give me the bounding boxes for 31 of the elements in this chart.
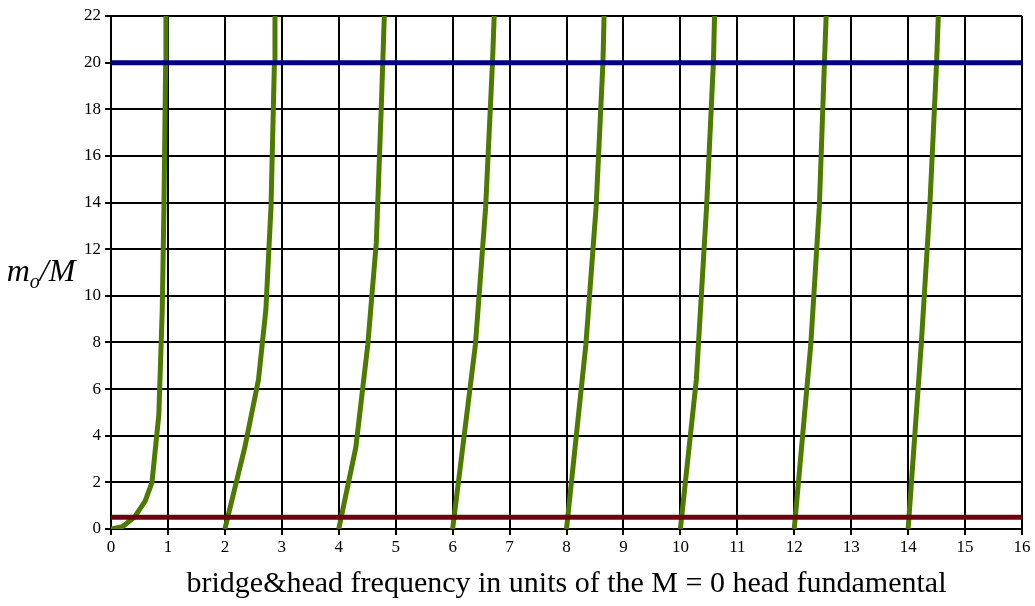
- x-tick-label: 14: [899, 536, 918, 556]
- x-tick-label: 8: [562, 536, 571, 556]
- x-tick-label: 6: [448, 536, 457, 556]
- x-tick-label: 3: [277, 536, 287, 556]
- x-tick-label: 5: [391, 536, 400, 556]
- y-tick-label: 22: [84, 5, 101, 25]
- x-tick-label: 9: [619, 536, 628, 556]
- x-tick-label: 11: [729, 536, 746, 556]
- x-tick-label: 13: [842, 536, 860, 556]
- x-tick-label: 7: [505, 536, 515, 556]
- y-axis-title: m$_{o}$/M: [5, 252, 78, 294]
- y-tick-label: 2: [92, 471, 101, 491]
- x-tick-label: 10: [671, 536, 689, 556]
- x-axis-title: bridge&head frequency in units of the M = 0 head fundamental: [186, 564, 947, 598]
- y-tick-label: 8: [92, 331, 101, 351]
- x-tick-label: 0: [106, 536, 116, 556]
- x-tick-label: 1: [163, 536, 173, 556]
- x-tick-label: 4: [334, 536, 344, 556]
- x-tick-label: 12: [785, 536, 803, 556]
- y-tick-label: 0: [92, 518, 101, 538]
- y-tick-label: 10: [84, 285, 101, 305]
- y-tick-label: 16: [84, 145, 101, 165]
- y-tick-label: 20: [84, 52, 101, 72]
- x-tick-label: 16: [1013, 536, 1031, 556]
- y-tick-label: 14: [84, 192, 102, 212]
- y-tick-label: 6: [92, 378, 101, 398]
- y-tick-label: 18: [84, 98, 101, 118]
- x-tick-label: 15: [956, 536, 974, 556]
- x-tick-label: 2: [220, 536, 230, 556]
- y-tick-label: 12: [84, 238, 101, 258]
- y-tick-label: 4: [92, 425, 102, 445]
